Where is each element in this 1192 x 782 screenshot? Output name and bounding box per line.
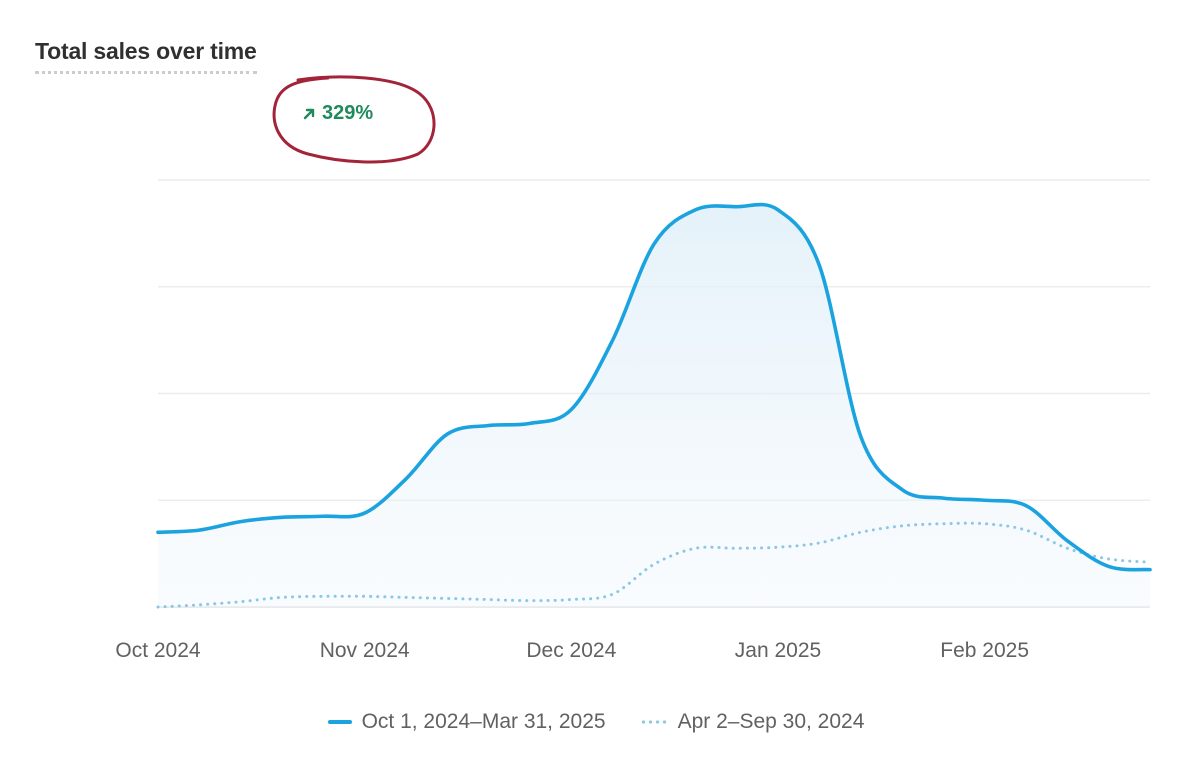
sales-change-badge: 329%	[302, 102, 373, 125]
x-tick-label-1: Nov 2024	[320, 639, 410, 662]
x-tick-label-4: Feb 2025	[940, 639, 1029, 662]
legend-item-comparison[interactable]: Apr 2–Sep 30, 2024	[639, 710, 865, 734]
sales-line-chart: Oct 2024 Nov 2024 Dec 2024 Jan 2025 Feb 2025	[115, 179, 1152, 662]
legend-swatch-solid	[327, 720, 352, 724]
legend-swatch-dotted	[639, 720, 668, 724]
legend-item-current[interactable]: Oct 1, 2024–Mar 31, 2025	[327, 710, 606, 734]
chart-title[interactable]: Total sales over time	[35, 38, 257, 74]
x-tick-label-2: Dec 2024	[526, 639, 616, 662]
hand-drawn-circle-annotation	[272, 75, 436, 164]
series-current-line	[156, 202, 1152, 572]
x-tick-label-3: Jan 2025	[735, 639, 821, 662]
arrow-up-right-icon	[303, 108, 315, 119]
legend-label-comparison: Apr 2–Sep 30, 2024	[677, 710, 865, 733]
chart-legend: Oct 1, 2024–Mar 31, 2025 Apr 2–Sep 30, 2…	[0, 710, 1192, 734]
x-tick-label-0: Oct 2024	[115, 639, 201, 662]
series-current-area	[158, 204, 1150, 607]
legend-label-current: Oct 1, 2024–Mar 31, 2025	[361, 710, 606, 733]
sales-change-value: 329%	[322, 102, 374, 124]
